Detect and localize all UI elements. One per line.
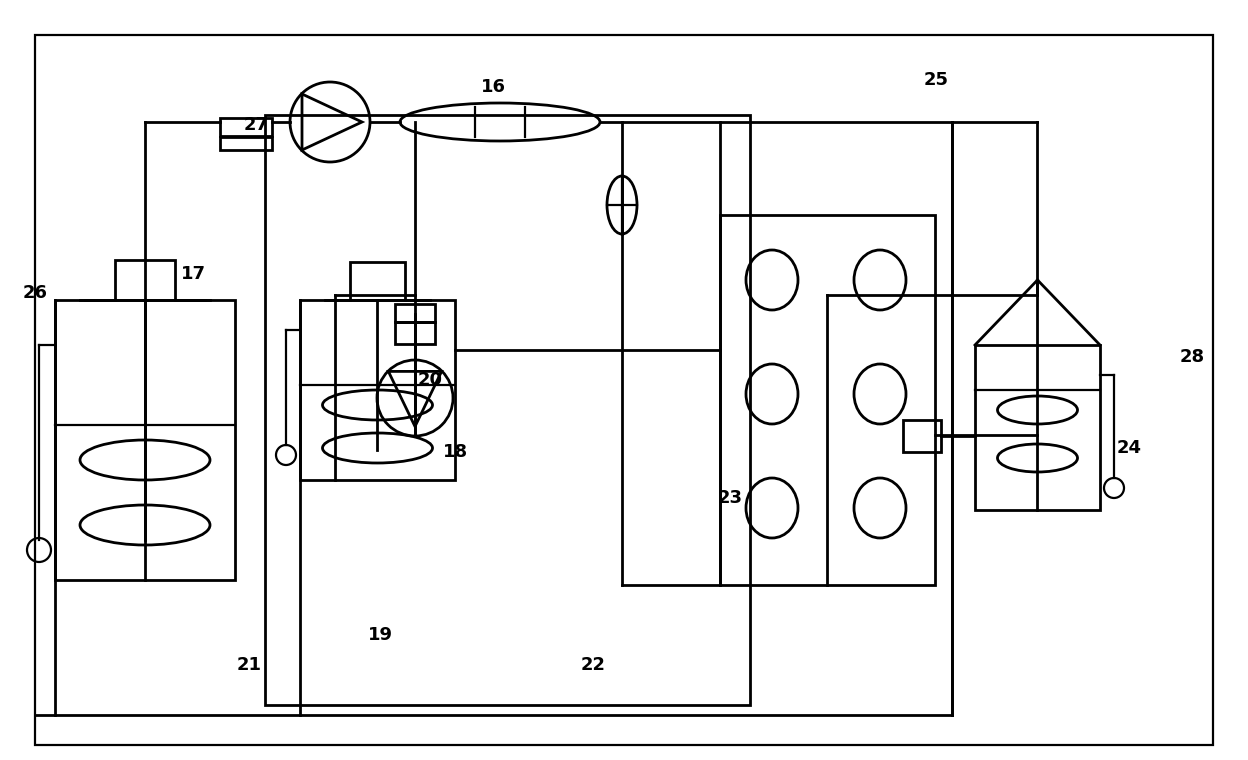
Bar: [396, 322, 436, 344]
Bar: [349, 262, 406, 300]
Text: 22: 22: [580, 656, 605, 674]
Text: 17: 17: [181, 264, 206, 283]
Text: 24: 24: [1117, 439, 1142, 458]
Text: 21: 21: [237, 656, 262, 674]
Bar: [220, 118, 272, 136]
Text: 25: 25: [924, 71, 948, 89]
Text: 16: 16: [480, 78, 505, 97]
Text: 19: 19: [368, 625, 393, 644]
Text: 20: 20: [418, 371, 443, 389]
Text: 28: 28: [1179, 348, 1204, 366]
Bar: [975, 345, 1099, 510]
Bar: [904, 420, 941, 452]
Text: 23: 23: [718, 489, 743, 507]
Text: 27: 27: [243, 116, 268, 135]
Bar: [220, 137, 272, 150]
Text: 18: 18: [443, 443, 468, 461]
Bar: [115, 260, 175, 300]
Text: 26: 26: [22, 283, 47, 302]
Bar: [720, 215, 935, 585]
Bar: [396, 304, 436, 322]
Bar: [55, 300, 235, 580]
Bar: [300, 300, 456, 480]
Bar: [265, 115, 750, 705]
